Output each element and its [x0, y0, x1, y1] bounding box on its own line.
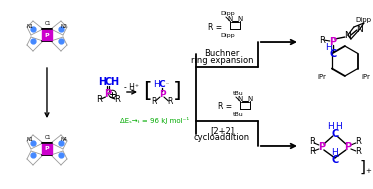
Text: N: N: [237, 96, 242, 102]
Text: ΔEₛ→ₜ = 96 kJ mol⁻¹: ΔEₛ→ₜ = 96 kJ mol⁻¹: [120, 118, 189, 125]
Text: cycloaddition: cycloaddition: [194, 133, 250, 143]
Text: - H⁺: - H⁺: [125, 83, 140, 92]
Text: N: N: [227, 16, 232, 22]
Text: ]: ]: [360, 160, 366, 174]
Text: C: C: [159, 80, 165, 88]
Text: ··: ··: [166, 81, 169, 86]
Text: H: H: [98, 77, 106, 87]
Text: R: R: [167, 98, 173, 106]
Text: N4: N4: [60, 137, 68, 143]
Text: R: R: [309, 137, 315, 146]
Text: [: [: [142, 81, 151, 101]
Text: C: C: [104, 77, 112, 87]
Text: ring expansion: ring expansion: [191, 56, 253, 64]
Text: H: H: [327, 122, 334, 132]
Text: tBu: tBu: [232, 112, 243, 118]
Text: R =: R =: [208, 22, 222, 32]
Text: Buchner: Buchner: [204, 49, 239, 57]
Text: ]: ]: [173, 81, 181, 101]
Text: C1: C1: [45, 135, 51, 140]
Text: [2+2]: [2+2]: [210, 126, 234, 136]
Text: P: P: [159, 90, 165, 98]
Text: R: R: [114, 95, 120, 105]
Text: C: C: [329, 49, 336, 59]
Text: N: N: [247, 96, 253, 102]
Text: N: N: [345, 30, 351, 40]
Text: H: H: [335, 122, 342, 132]
Text: C1: C1: [45, 21, 51, 26]
Text: N: N: [237, 16, 242, 22]
Text: H: H: [154, 80, 160, 88]
Text: Dipp: Dipp: [220, 11, 235, 15]
Text: N1: N1: [26, 137, 34, 143]
Text: Dipp: Dipp: [220, 33, 235, 38]
Text: C: C: [331, 129, 339, 139]
Text: P: P: [104, 89, 112, 99]
Text: R: R: [355, 137, 361, 146]
Text: C: C: [331, 155, 339, 165]
Text: R: R: [96, 95, 102, 105]
Text: P: P: [318, 142, 326, 152]
Text: P: P: [344, 142, 351, 152]
Text: N: N: [357, 25, 363, 33]
Text: R =: R =: [218, 102, 232, 112]
Text: N1: N1: [26, 23, 34, 29]
Text: iPr: iPr: [317, 74, 326, 80]
Text: P: P: [45, 33, 49, 38]
Text: P: P: [45, 146, 49, 151]
Text: R: R: [319, 36, 325, 45]
Text: H: H: [110, 77, 118, 87]
Text: N2: N2: [60, 23, 68, 29]
Text: R: R: [309, 147, 315, 156]
Text: R: R: [355, 147, 361, 156]
Text: H: H: [326, 43, 332, 52]
Text: +: +: [365, 168, 371, 174]
Text: tBu: tBu: [232, 91, 243, 95]
Text: H: H: [332, 149, 338, 157]
Text: R: R: [151, 98, 157, 106]
Text: iPr: iPr: [361, 74, 370, 80]
Text: Dipp: Dipp: [356, 17, 372, 23]
Text: P: P: [329, 37, 336, 47]
